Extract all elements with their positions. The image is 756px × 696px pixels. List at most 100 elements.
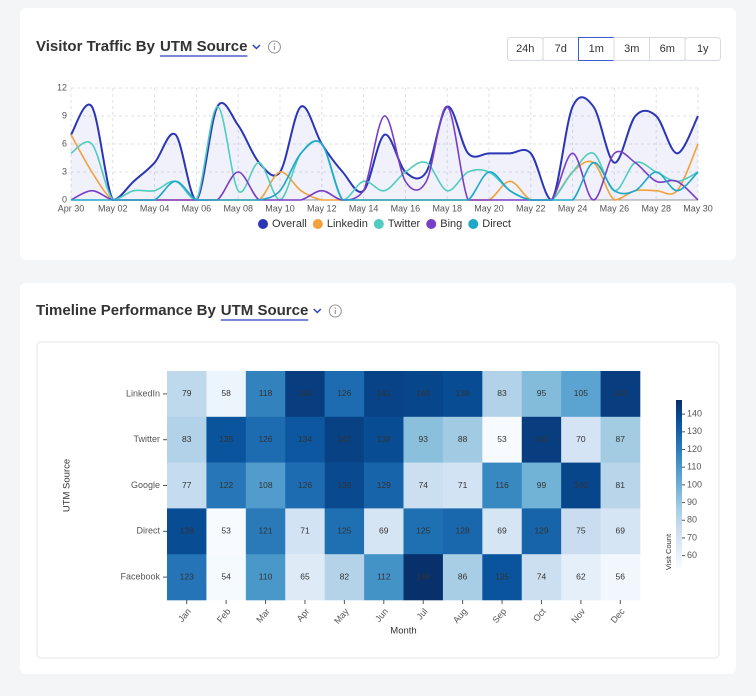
y-tick-label: 3 [62, 166, 67, 176]
cell-label: 139 [337, 480, 351, 490]
cell-label: 81 [616, 480, 626, 490]
heatmap-cell [403, 508, 444, 555]
cell-label: 70 [576, 434, 586, 444]
x-tick-label: May 12 [307, 203, 337, 213]
cell-label: 125 [416, 526, 430, 536]
info-icon [334, 307, 337, 309]
cell-label: 129 [377, 480, 391, 490]
cell-label: 112 [377, 571, 391, 581]
cell-label: 74 [537, 571, 547, 581]
heatmap-cell [324, 508, 365, 555]
y-tick-label: 12 [57, 82, 67, 92]
heatmap-cell [364, 554, 404, 601]
cell-label: 148 [416, 571, 430, 581]
heatmap-cell [561, 508, 601, 555]
heatmap-cell [482, 462, 523, 509]
x-tick-label: May 16 [391, 203, 421, 213]
heatmap-cell [561, 462, 601, 509]
y-tick-label: Twitter [133, 434, 160, 444]
range-button-label[interactable]: 24h [516, 43, 534, 55]
legend-label: Bing [440, 218, 462, 230]
x-tick-label: May 10 [265, 203, 295, 213]
utm-source-dropdown[interactable]: UTM Source [221, 302, 309, 319]
cell-label: 134 [298, 434, 312, 444]
chevron-icon[interactable] [252, 44, 261, 50]
heatmap-cell [206, 554, 247, 601]
info-icon[interactable] [328, 304, 342, 318]
cell-label: 135 [219, 434, 233, 444]
cell-label: 99 [537, 480, 547, 490]
cell-label: 108 [258, 480, 272, 490]
series-area [71, 97, 698, 200]
heatmap-cell [285, 371, 325, 418]
cell-label: 140 [574, 480, 588, 490]
cell-label: 74 [418, 480, 428, 490]
heatmap-cell [442, 371, 483, 418]
heatmap-cell [285, 554, 325, 601]
x-tick-label: May 30 [683, 203, 713, 213]
x-tick-label: May 02 [98, 203, 128, 213]
x-tick-label: May 20 [474, 203, 504, 213]
heatmap-cell [206, 508, 247, 555]
heatmap-cell [482, 554, 523, 601]
legend-marker [258, 219, 268, 229]
utm-source-dropdown[interactable]: UTM Source [160, 38, 248, 55]
heatmap-cell [442, 416, 483, 463]
heatmap-cell [167, 416, 207, 463]
heatmap-cell [521, 554, 562, 601]
heatmap-cell [403, 371, 444, 418]
heatmap-cell [600, 554, 641, 601]
cell-label: 77 [182, 480, 192, 490]
y-tick-label: Google [131, 480, 160, 490]
heatmap-cell [403, 554, 444, 601]
range-button-label[interactable]: 3m [624, 43, 639, 55]
range-button-label[interactable]: 7d [555, 43, 567, 55]
range-button-label[interactable]: 6m [660, 43, 675, 55]
heatmap-cell [206, 371, 247, 418]
colorbar-tick-label: 70 [687, 532, 697, 542]
x-tick-label: May 04 [140, 203, 170, 213]
cell-label: 129 [534, 526, 548, 536]
heatmap-cell [403, 462, 444, 509]
heatmap-cell [482, 508, 523, 555]
info-icon [273, 43, 276, 45]
heatmap-cell [245, 462, 286, 509]
cell-label: 53 [221, 526, 231, 536]
heatmap-cell [324, 554, 365, 601]
cell-label: 58 [221, 388, 231, 398]
cell-label: 95 [537, 388, 547, 398]
cell-label: 83 [497, 388, 507, 398]
cell-label: 69 [379, 526, 389, 536]
cell-label: 116 [495, 480, 509, 490]
colorbar-tick-label: 90 [687, 497, 697, 507]
range-button[interactable] [684, 37, 721, 61]
chevron-icon[interactable] [313, 308, 322, 314]
cell-label: 54 [221, 571, 231, 581]
heatmap-cell [245, 554, 286, 601]
x-tick-label: May 22 [516, 203, 546, 213]
cell-label: 126 [258, 434, 272, 444]
range-button-label[interactable]: 1m [589, 43, 604, 55]
cell-label: 122 [219, 480, 233, 490]
y-tick-label: LinkedIn [126, 388, 160, 398]
heatmap-cell [324, 416, 365, 463]
heatmap-cell [167, 462, 207, 509]
heatmap-cell [521, 416, 562, 463]
heatmap-cell [561, 371, 601, 418]
range-button-label[interactable]: 1y [697, 43, 709, 55]
cell-label: 138 [377, 434, 391, 444]
cell-label: 69 [616, 526, 626, 536]
info-icon[interactable] [267, 40, 282, 54]
heatmap-cell [324, 462, 365, 509]
x-tick-label: May 18 [432, 203, 462, 213]
heatmap-cell [364, 371, 404, 418]
heatmap-cell [561, 416, 601, 463]
x-tick-label: May 24 [558, 203, 588, 213]
heatmap-cell [521, 371, 562, 418]
cell-label: 62 [576, 571, 586, 581]
cell-label: 69 [497, 526, 507, 536]
y-tick-label: 0 [62, 194, 67, 204]
cell-label: 86 [458, 571, 468, 581]
heatmap-cell [245, 371, 286, 418]
cell-label: 126 [298, 480, 312, 490]
